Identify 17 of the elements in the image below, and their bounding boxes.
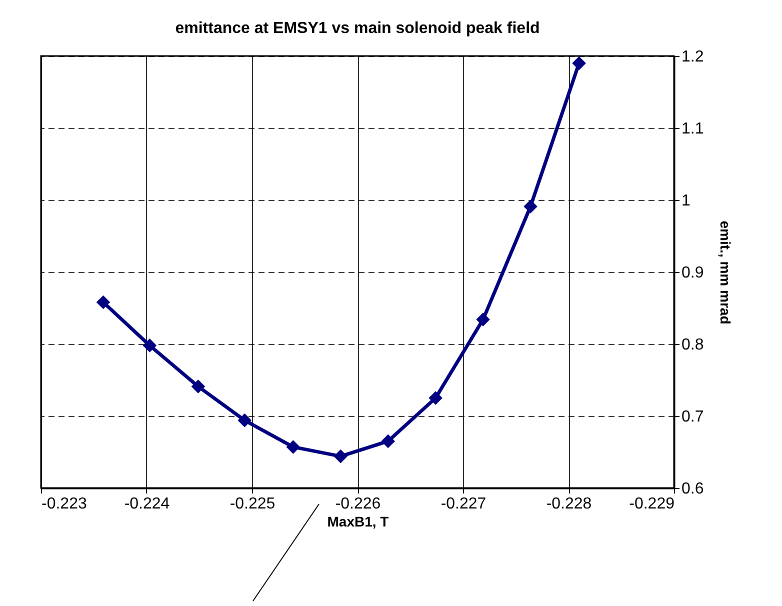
y-axis-title: emit., mm mrad <box>718 220 734 324</box>
y-tick-label: 0.8 <box>682 336 704 354</box>
x-tick-label: -0.223 <box>42 496 87 512</box>
x-tick-label: -0.224 <box>124 496 170 512</box>
y-tick-label: 1.2 <box>682 48 704 66</box>
x-tick-label: -0.228 <box>546 496 592 512</box>
y-tick-label: 1 <box>682 192 690 210</box>
x-axis-title: MaxB1, T <box>327 514 390 530</box>
y-tick-label: 0.7 <box>682 408 704 426</box>
x-tick-label: -0.229 <box>629 496 675 512</box>
x-tick-label: -0.225 <box>230 496 276 512</box>
y-tick-label: 0.9 <box>682 264 704 282</box>
y-tick-label: 1.1 <box>682 120 704 138</box>
y-tick-label: 0.6 <box>682 480 704 498</box>
x-tick-label: -0.226 <box>335 496 381 512</box>
x-tick-label: -0.227 <box>440 496 486 512</box>
chart-title: emittance at EMSY1 vs main solenoid peak field <box>175 20 540 37</box>
